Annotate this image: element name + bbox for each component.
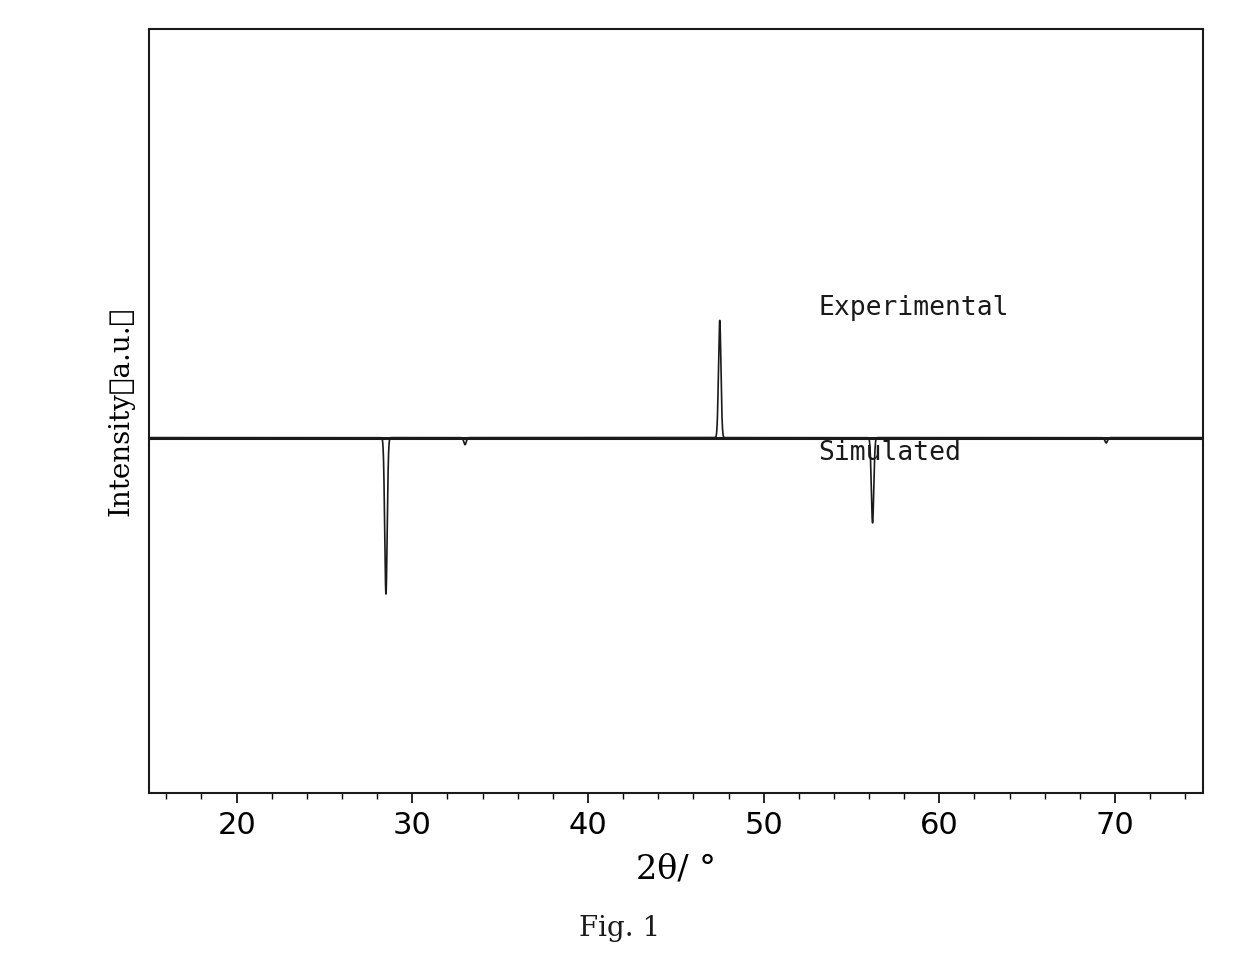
Text: Experimental: Experimental — [818, 295, 1008, 321]
X-axis label: 2θ/ °: 2θ/ ° — [636, 854, 715, 886]
Text: Fig. 1: Fig. 1 — [579, 915, 661, 942]
Text: Simulated: Simulated — [818, 440, 961, 466]
Y-axis label: Intensity（a.u.）: Intensity（a.u.） — [108, 307, 135, 515]
